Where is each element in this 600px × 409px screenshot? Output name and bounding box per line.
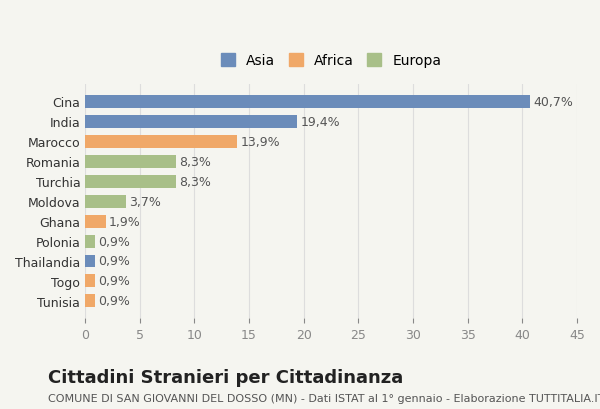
Bar xyxy=(85,96,530,109)
Bar xyxy=(85,116,297,128)
Bar xyxy=(85,175,176,188)
Text: 3,7%: 3,7% xyxy=(129,195,161,208)
Text: Cittadini Stranieri per Cittadinanza: Cittadini Stranieri per Cittadinanza xyxy=(48,368,403,386)
Text: 40,7%: 40,7% xyxy=(533,96,573,109)
Text: 0,9%: 0,9% xyxy=(98,255,130,268)
Text: 0,9%: 0,9% xyxy=(98,275,130,288)
Bar xyxy=(85,255,95,268)
Text: 13,9%: 13,9% xyxy=(241,135,280,148)
Text: 8,3%: 8,3% xyxy=(179,175,211,188)
Legend: Asia, Africa, Europa: Asia, Africa, Europa xyxy=(217,50,446,72)
Text: 8,3%: 8,3% xyxy=(179,155,211,169)
Bar xyxy=(85,294,95,308)
Text: 0,9%: 0,9% xyxy=(98,294,130,308)
Bar xyxy=(85,195,125,208)
Bar xyxy=(85,155,176,169)
Bar xyxy=(85,235,95,248)
Bar xyxy=(85,275,95,288)
Bar xyxy=(85,215,106,228)
Text: 19,4%: 19,4% xyxy=(301,116,340,128)
Text: COMUNE DI SAN GIOVANNI DEL DOSSO (MN) - Dati ISTAT al 1° gennaio - Elaborazione : COMUNE DI SAN GIOVANNI DEL DOSSO (MN) - … xyxy=(48,393,600,402)
Text: 1,9%: 1,9% xyxy=(109,215,141,228)
Text: 0,9%: 0,9% xyxy=(98,235,130,248)
Bar xyxy=(85,135,237,148)
